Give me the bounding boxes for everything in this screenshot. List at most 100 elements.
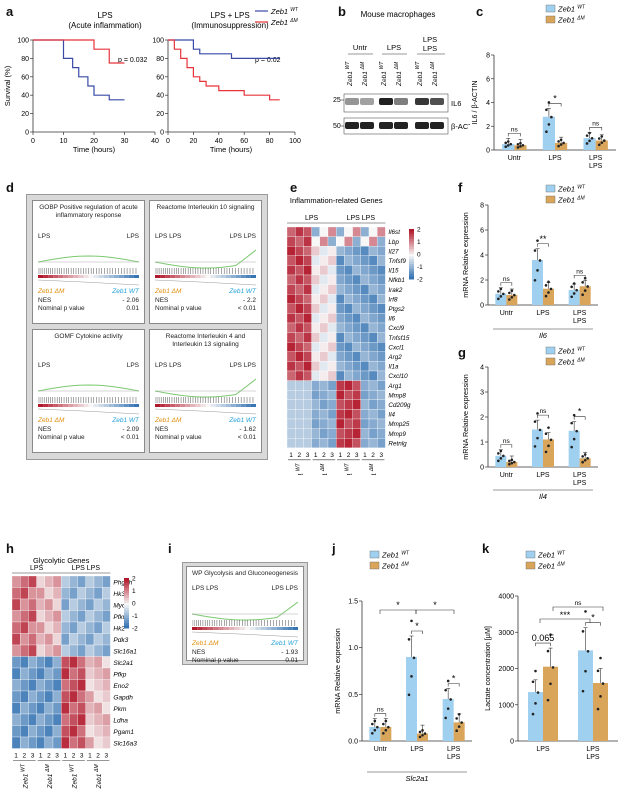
- gsea-p-value: 0.01: [285, 657, 298, 664]
- heatmap-cell: [77, 656, 86, 669]
- heatmap-cell: [61, 598, 70, 611]
- heatmap-col-num: 1: [14, 753, 18, 760]
- data-point: [506, 144, 510, 147]
- heatmap-col-num: 1: [363, 452, 367, 459]
- heatmap-cell: [36, 575, 45, 588]
- y-tick-label: 4: [480, 365, 484, 372]
- survival-axes-right: [167, 40, 295, 133]
- data-point: [588, 139, 591, 143]
- heatmap-cell: [311, 332, 320, 343]
- rank-bar: [287, 627, 293, 630]
- heatmap-cell: [368, 380, 378, 391]
- heatmap-gene-label: Irak2: [388, 287, 402, 294]
- rank-bar: [190, 404, 196, 407]
- color-scale-segment: [409, 251, 414, 255]
- gsea-p-label: Nominal p value: [192, 657, 239, 664]
- heatmap-cell: [69, 690, 78, 703]
- rank-bar: [192, 627, 198, 630]
- heatmap-cell: [44, 679, 54, 692]
- rank-bar: [240, 275, 246, 278]
- enrichment-curve: [38, 384, 139, 392]
- y-tick-label: 8: [486, 53, 490, 60]
- data-point: [538, 428, 542, 432]
- heatmap-cell: [61, 679, 70, 692]
- heatmap-cell: [28, 713, 37, 726]
- pvalue-right: p = 0.02: [255, 57, 281, 64]
- data-point: [596, 707, 600, 711]
- bar-wt: [578, 650, 593, 741]
- heatmap-cell: [61, 656, 70, 669]
- heatmap-cell: [52, 621, 62, 634]
- blot-band-il6: [415, 98, 429, 105]
- heatmap-cell: [69, 575, 78, 588]
- gsea-left-label: LPS LPS: [155, 362, 182, 369]
- heatmap-gene-label: Pgam1: [113, 729, 134, 736]
- heatmap-cell: [303, 274, 312, 285]
- heatmap-cell: [319, 313, 329, 324]
- category-label: Untr: [500, 472, 514, 479]
- gsea-left-label: LPS: [38, 233, 51, 240]
- heatmap-cell: [44, 725, 54, 738]
- blot-genotype-label: Zeb1 WT: [345, 61, 354, 87]
- gsea-enrichment-plot: [38, 384, 139, 415]
- heatmap-cell: [344, 428, 353, 439]
- heatmap-cell: [77, 610, 86, 623]
- heatmap-cell: [303, 226, 312, 237]
- category-label: LPS: [573, 310, 587, 317]
- legend-swatch-dm: [545, 195, 556, 204]
- color-scale-segment: [409, 249, 414, 252]
- data-point: [382, 722, 385, 726]
- data-point: [570, 295, 573, 299]
- gsea-title: GOBP Positive regulation of acute inflam…: [39, 204, 138, 219]
- heatmap-cell: [295, 274, 304, 285]
- sig-label: ns: [503, 276, 511, 283]
- gsea-p-value: < 0.01: [120, 434, 139, 441]
- data-point: [547, 101, 551, 104]
- y-tick-label: 60: [21, 74, 29, 81]
- heatmap-cell: [303, 246, 312, 256]
- heatmap-cell: [295, 342, 304, 352]
- heatmap-cell: [61, 633, 70, 646]
- heatmap-cell: [377, 361, 386, 372]
- data-point: [547, 123, 551, 126]
- color-scale-segment: [409, 259, 414, 262]
- legend-label-dm: Zeb1 ΔM: [557, 196, 586, 205]
- heatmap-cell: [360, 226, 370, 237]
- rank-bar: [225, 275, 231, 278]
- heatmap-cell: [327, 380, 337, 391]
- rank-bar: [128, 275, 134, 278]
- sig-bracket: [589, 127, 603, 131]
- heatmap-cell: [85, 621, 95, 634]
- heatmap-gene-label: Pfkp: [113, 672, 126, 679]
- heatmap-cell: [303, 399, 312, 410]
- y-tick-label: 0.5: [348, 692, 358, 699]
- rank-bar: [38, 404, 44, 407]
- data-point: [536, 436, 539, 440]
- heatmap-cell: [44, 667, 54, 680]
- heatmap-cell: [52, 633, 62, 646]
- data-point: [584, 610, 587, 613]
- heatmap-cell: [303, 322, 312, 333]
- color-scale-segment: [124, 620, 129, 624]
- bar-wt: [568, 290, 580, 305]
- heatmap-col-num: 2: [371, 452, 375, 459]
- mw-50: 50: [333, 123, 341, 130]
- rank-bar: [235, 404, 241, 407]
- gsea-title: WP Glycolysis and Gluconeogenesis: [191, 570, 299, 577]
- y-tick-label: 0: [160, 130, 164, 137]
- heatmap-cell: [311, 313, 320, 324]
- heatmap-cell: [44, 633, 54, 646]
- heatmap-cell: [286, 313, 296, 324]
- heatmap-cell: [311, 390, 320, 400]
- heatmap-cell: [93, 610, 103, 623]
- sig-label: ns: [503, 438, 511, 445]
- heatmap-group-label: LPS LPS: [347, 215, 376, 222]
- heatmap-cell: [61, 621, 70, 634]
- heatmap-cell: [319, 418, 329, 429]
- data-point: [581, 460, 584, 464]
- color-scale-segment: [124, 585, 129, 589]
- legend-swatch-wt: [545, 346, 556, 355]
- rank-bar: [205, 275, 211, 278]
- heatmap-cell: [77, 621, 86, 634]
- blot-band-il6: [430, 98, 444, 105]
